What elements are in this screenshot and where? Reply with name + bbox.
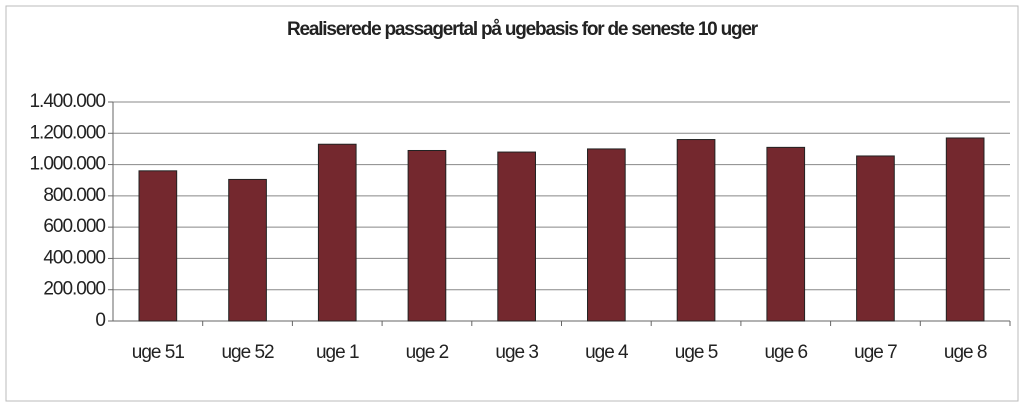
y-tick-label: 600.000 [43, 216, 105, 237]
bar [497, 151, 536, 322]
y-tick-label: 0 [95, 310, 105, 331]
x-tick-label: uge 8 [944, 342, 987, 363]
y-tick-label: 1.200.000 [29, 122, 105, 143]
bar [407, 149, 447, 322]
bar [138, 170, 178, 322]
chart-title: Realiserede passagertal på ugebasis for … [287, 19, 759, 40]
y-tick-label: 400.000 [43, 247, 105, 268]
y-tick-label: 800.000 [43, 185, 105, 206]
bar [766, 146, 806, 322]
bar [587, 148, 626, 322]
bar [317, 143, 357, 322]
bar [856, 155, 895, 322]
x-tick-label: uge 52 [221, 342, 274, 363]
x-tick-label: uge 1 [316, 342, 359, 363]
x-tick-label: uge 7 [854, 342, 897, 363]
y-tick-label: 200.000 [43, 279, 105, 300]
bar [676, 139, 716, 322]
bar [945, 137, 985, 322]
x-tick-label: uge 4 [585, 342, 629, 363]
y-tick-label: 1.000.000 [29, 154, 105, 175]
x-tick-label: uge 51 [132, 342, 185, 363]
x-tick-label: uge 3 [495, 342, 538, 363]
x-tick-label: uge 5 [675, 342, 718, 363]
x-tick-label: uge 6 [764, 342, 807, 363]
y-tick-label: 1.400.000 [29, 91, 105, 112]
x-tick-label: uge 2 [406, 342, 449, 363]
bar [228, 178, 267, 322]
